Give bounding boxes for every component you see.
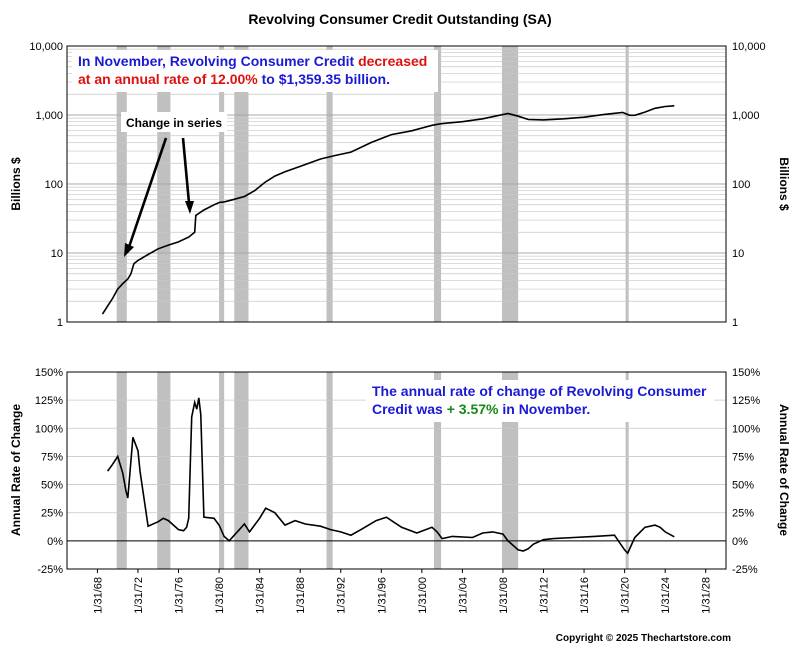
x-tick-label: 1/31/00	[417, 577, 429, 614]
bottom-y-tick-right: 0%	[732, 536, 748, 548]
top-y-tick-right: 100	[732, 179, 750, 191]
top-plot-frame	[66, 45, 727, 323]
bottom-plot-frame	[66, 371, 727, 570]
bottom-recession-band-3	[234, 372, 249, 569]
callout-arrow-1	[127, 137, 168, 248]
top-y-tick-left: 10,000	[29, 41, 63, 53]
bottom-y-tick-left: 25%	[41, 508, 63, 520]
top-y-tick-left: 100	[45, 179, 63, 191]
bottom-y-tick-right: -25%	[732, 564, 758, 576]
bottom-y-tick-left: -25%	[37, 564, 63, 576]
top-y-tick-labels: 1 1 10 10 100 100 1,000 1,000 10,000 10,000	[29, 41, 765, 329]
bottom-annotation-line2-green: + 3.57%	[447, 401, 499, 417]
bottom-y-tick-left: 0%	[47, 536, 63, 548]
x-tick-label: 1/31/76	[174, 577, 186, 614]
x-tick-label: 1/31/16	[579, 577, 591, 614]
top-y-tick-right: 10,000	[732, 41, 766, 53]
top-annotation-line2: at an annual rate of 12.00% to $1,359.35…	[78, 71, 390, 87]
x-tick-label: 1/31/80	[214, 577, 226, 614]
top-y-tick-right: 1	[732, 317, 738, 329]
change-in-series-label: Change in series	[126, 116, 222, 130]
bottom-recession-band-7	[625, 372, 629, 569]
bottom-y-axis-label-right: Annual Rate of Change	[777, 404, 791, 536]
x-tick-label: 1/31/24	[660, 577, 672, 614]
top-y-tick-left: 10	[51, 248, 63, 260]
bottom-y-tick-right: 75%	[732, 451, 754, 463]
bottom-recession-band-5	[434, 372, 442, 569]
bottom-y-tick-right: 125%	[732, 395, 760, 407]
top-annotation-box	[72, 50, 438, 92]
x-tick-label: 1/31/12	[539, 577, 551, 614]
bottom-y-tick-right: 150%	[732, 367, 760, 379]
top-y-axis-label-right: Billions $	[777, 157, 791, 211]
x-tick-label: 1/31/96	[376, 577, 388, 614]
copyright-text: Copyright © 2025 Thechartstore.com	[556, 633, 731, 644]
top-annotation-line1-blue: In November, Revolving Consumer Credit	[78, 53, 358, 69]
bottom-annotation-line1-blue: The annual rate of change of Revolving C…	[372, 383, 707, 399]
bottom-y-tick-right: 100%	[732, 423, 760, 435]
bottom-recession-band-4	[326, 372, 333, 569]
bottom-annotation-box	[366, 380, 714, 422]
bottom-recession-band-2	[219, 372, 225, 569]
callout-box	[121, 112, 227, 132]
top-y-tick-left: 1	[57, 317, 63, 329]
x-tick-labels: 1/31/68 1/31/72 1/31/76 1/31/80 1/31/84 1/31/…	[92, 569, 713, 614]
bottom-y-tick-right: 25%	[732, 508, 754, 520]
bottom-y-tick-right: 50%	[732, 480, 754, 492]
x-tick-label: 1/31/84	[255, 577, 267, 614]
callout-arrow-1-head	[124, 243, 134, 257]
bottom-annotation-line2-blue: Credit was	[372, 401, 447, 417]
x-tick-label: 1/31/92	[336, 577, 348, 614]
x-tick-label: 1/31/20	[620, 577, 632, 614]
bottom-y-tick-left: 150%	[35, 367, 63, 379]
bottom-y-tick-left: 50%	[41, 480, 63, 492]
bottom-annotation-line1: The annual rate of change of Revolving C…	[372, 383, 707, 399]
bottom-y-tick-left: 125%	[35, 395, 63, 407]
x-tick-label: 1/31/08	[498, 577, 510, 614]
top-annotation-line1-red: decreased	[358, 53, 427, 69]
x-tick-label: 1/31/68	[92, 577, 104, 614]
chart-title: Revolving Consumer Credit Outstanding (S…	[248, 11, 551, 27]
bottom-y-tick-labels: -25% -25% 0% 0% 25% 25% 50% 50% 75% 75% 100% 100% 12…	[35, 367, 760, 576]
bottom-annotation-line2: Credit was + 3.57% in November.	[372, 401, 590, 417]
top-annotation-line1: In November, Revolving Consumer Credit d…	[78, 53, 427, 69]
callout-arrow-2-head	[185, 201, 194, 214]
bottom-y-axis-label-left: Annual Rate of Change	[9, 404, 23, 536]
top-annotation-line2-red: at an annual rate of 12.00%	[78, 71, 258, 87]
x-tick-label: 1/31/04	[457, 577, 469, 614]
revolving-credit-line	[101, 105, 675, 315]
bottom-y-tick-left: 75%	[41, 451, 63, 463]
top-annotation-line2-blue: to $1,359.35 billion.	[258, 71, 390, 87]
bottom-annotation-line2-blue-end: in November.	[498, 401, 590, 417]
bottom-recession-band-1	[157, 372, 171, 569]
x-tick-label: 1/31/28	[701, 577, 713, 614]
top-y-tick-right: 1,000	[732, 110, 760, 122]
top-y-tick-right: 10	[732, 248, 744, 260]
x-tick-label: 1/31/72	[133, 577, 145, 614]
callout-arrow-2	[181, 137, 191, 204]
top-y-axis-label-left: Billions $	[9, 157, 23, 211]
x-tick-label: 1/31/88	[295, 577, 307, 614]
annual-rate-of-change-line	[106, 397, 675, 555]
bottom-y-tick-left: 100%	[35, 423, 63, 435]
top-y-tick-left: 1,000	[35, 110, 63, 122]
